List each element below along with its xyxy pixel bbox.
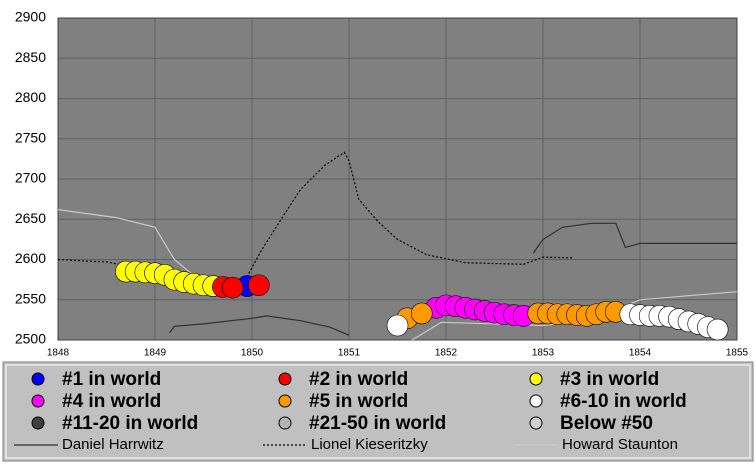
x-tick-label: 1853: [532, 348, 555, 359]
y-tick-label: 2800: [15, 89, 46, 105]
x-tick-label: 1851: [338, 348, 361, 359]
legend-marker: [31, 416, 45, 430]
legend-label: Howard Staunton: [562, 436, 678, 453]
rank-marker: [247, 274, 270, 297]
rank-marker: [386, 314, 409, 337]
legend-label: #2 in world: [309, 369, 408, 390]
x-tick-label: 1854: [629, 348, 652, 359]
y-tick-label: 2500: [15, 331, 46, 347]
player-line: [57, 151, 573, 286]
y-tick-label: 2750: [15, 129, 46, 145]
legend-marker: [31, 372, 45, 386]
rank-marker: [706, 318, 729, 341]
y-tick-label: 2900: [15, 9, 46, 25]
legend-marker: [529, 416, 543, 430]
player-line: [169, 222, 737, 336]
legend-label: #21-50 in world: [309, 413, 446, 434]
y-tick-label: 2850: [15, 49, 46, 65]
legend-marker: [529, 394, 543, 408]
y-tick-label: 2550: [15, 290, 46, 306]
legend-marker: [31, 394, 45, 408]
legend-label: #4 in world: [62, 391, 161, 412]
x-tick-label: 1855: [726, 348, 749, 359]
legend-label: Daniel Harrwitz: [62, 436, 164, 453]
rank-marker: [221, 276, 244, 299]
y-tick-label: 2600: [15, 250, 46, 266]
x-tick-label: 1852: [435, 348, 458, 359]
legend-label: #6-10 in world: [560, 391, 687, 412]
legend-label: Below #50: [560, 413, 653, 434]
legend-inner-border: [5, 364, 751, 459]
x-tick-label: 1848: [47, 348, 70, 359]
legend-label: #5 in world: [309, 391, 408, 412]
legend-label: #1 in world: [62, 369, 161, 390]
legend-marker: [529, 372, 543, 386]
legend-marker: [278, 416, 292, 430]
legend-marker: [278, 394, 292, 408]
x-tick-label: 1850: [241, 348, 264, 359]
legend-label: #3 in world: [560, 369, 659, 390]
y-tick-label: 2700: [15, 170, 46, 186]
legend-label: Lionel Kieseritzky: [311, 436, 428, 453]
legend-label: #11-20 in world: [62, 413, 198, 434]
x-tick-label: 1849: [144, 348, 167, 359]
plot-border: [57, 17, 738, 341]
rank-marker: [410, 302, 433, 325]
legend-marker: [278, 372, 292, 386]
legend-box: [2, 361, 754, 462]
y-tick-label: 2650: [15, 210, 46, 226]
